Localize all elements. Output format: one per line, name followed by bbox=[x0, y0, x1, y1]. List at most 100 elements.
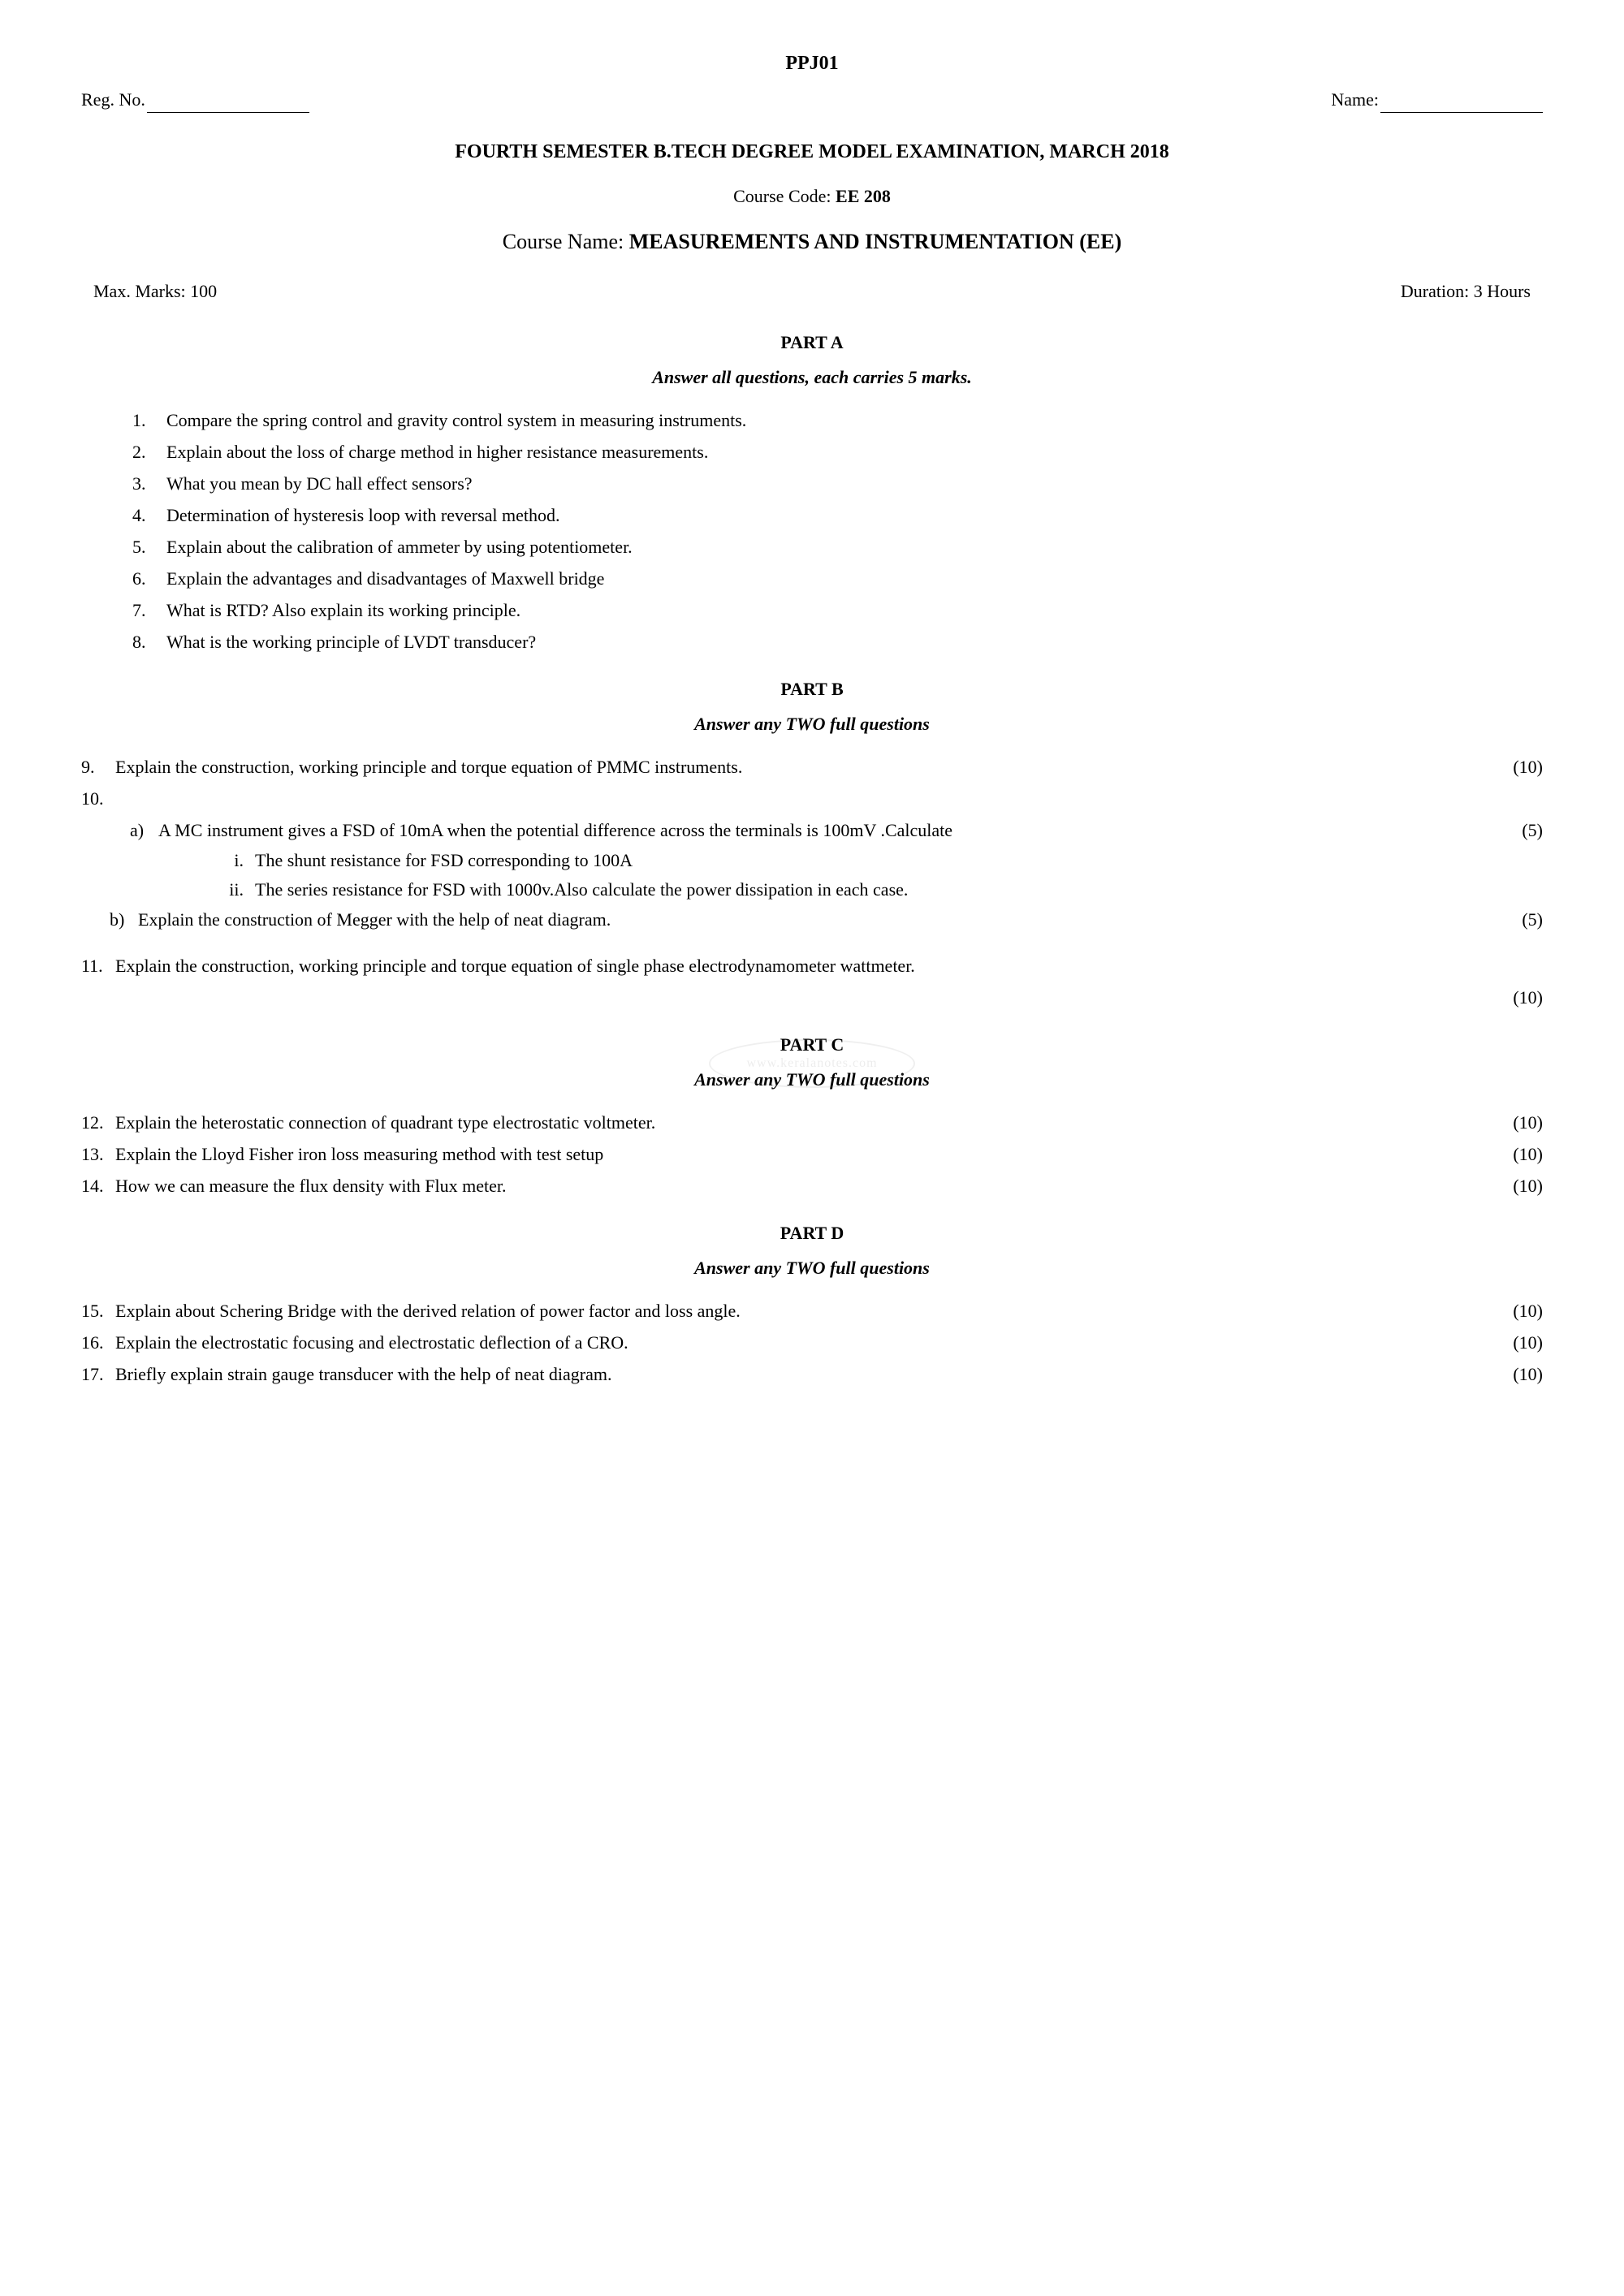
reg-no-field: Reg. No. bbox=[81, 86, 309, 113]
q-marks: (10) bbox=[1513, 1109, 1543, 1136]
roman-text: The series resistance for FSD with 1000v… bbox=[255, 876, 908, 903]
question-11-marks-line: (10) bbox=[81, 984, 1543, 1011]
q-num: 5. bbox=[132, 533, 166, 560]
q-num: 4. bbox=[132, 502, 166, 529]
q-num: 17. bbox=[81, 1361, 115, 1388]
q-marks: (10) bbox=[1513, 753, 1543, 780]
question-1: 1. Compare the spring control and gravit… bbox=[126, 407, 1543, 434]
sub-text: A MC instrument gives a FSD of 10mA when… bbox=[158, 817, 1522, 844]
q-text: Compare the spring control and gravity c… bbox=[166, 407, 1543, 434]
header-row: Reg. No. Name: bbox=[81, 86, 1543, 113]
q-num: 3. bbox=[132, 470, 166, 497]
part-d-title: PART D bbox=[81, 1219, 1543, 1246]
q-num: 16. bbox=[81, 1329, 115, 1356]
part-c-title: PART C bbox=[81, 1031, 1543, 1058]
q-text: Explain the heterostatic connection of q… bbox=[115, 1109, 1513, 1136]
question-2: 2. Explain about the loss of charge meth… bbox=[126, 438, 1543, 465]
part-d-instruction: Answer any TWO full questions bbox=[81, 1254, 1543, 1281]
q-num: 11. bbox=[81, 952, 115, 979]
q-marks: (10) bbox=[1513, 984, 1543, 1011]
question-7: 7. What is RTD? Also explain its working… bbox=[126, 597, 1543, 624]
sub-text: Explain the construction of Megger with … bbox=[138, 906, 1522, 933]
q-num: 9. bbox=[81, 753, 115, 780]
question-10-sub: a) A MC instrument gives a FSD of 10mA w… bbox=[130, 817, 1543, 933]
course-code-value: EE 208 bbox=[836, 186, 891, 206]
q-marks: (10) bbox=[1513, 1329, 1543, 1356]
question-17: 17. Briefly explain strain gauge transdu… bbox=[81, 1361, 1543, 1388]
q-text: What is the working principle of LVDT tr… bbox=[166, 628, 1543, 655]
sub-label: a) bbox=[130, 817, 158, 844]
name-label: Name: bbox=[1331, 89, 1379, 110]
part-b-instruction: Answer any TWO full questions bbox=[81, 710, 1543, 737]
question-9: 9. Explain the construction, working pri… bbox=[81, 753, 1543, 780]
q10-a: a) A MC instrument gives a FSD of 10mA w… bbox=[130, 817, 1543, 844]
sub-label: b) bbox=[110, 906, 138, 933]
question-11: 11. Explain the construction, working pr… bbox=[81, 952, 1543, 979]
q10-a-i: i. The shunt resistance for FSD correspo… bbox=[211, 847, 1543, 874]
paper-code: PPJ01 bbox=[81, 49, 1543, 78]
q-num: 13. bbox=[81, 1141, 115, 1167]
q10-a-roman: i. The shunt resistance for FSD correspo… bbox=[211, 847, 1543, 903]
part-a-title: PART A bbox=[81, 329, 1543, 356]
course-name-label: Course Name: bbox=[503, 230, 629, 253]
q-marks: (10) bbox=[1513, 1361, 1543, 1388]
question-14: 14. How we can measure the flux density … bbox=[81, 1172, 1543, 1199]
question-10: 10. bbox=[81, 785, 1543, 812]
meta-row: Max. Marks: 100 Duration: 3 Hours bbox=[93, 278, 1531, 304]
roman-text: The shunt resistance for FSD correspondi… bbox=[255, 847, 633, 874]
course-name-value: MEASUREMENTS AND INSTRUMENTATION (EE) bbox=[629, 230, 1122, 253]
q-text: Explain the construction, working princi… bbox=[115, 952, 1543, 979]
q-marks: (10) bbox=[1513, 1297, 1543, 1324]
reg-no-label: Reg. No. bbox=[81, 89, 145, 110]
question-4: 4. Determination of hysteresis loop with… bbox=[126, 502, 1543, 529]
duration: Duration: 3 Hours bbox=[1401, 278, 1531, 304]
question-13: 13. Explain the Lloyd Fisher iron loss m… bbox=[81, 1141, 1543, 1167]
q10-b: b) Explain the construction of Megger wi… bbox=[110, 906, 1543, 933]
q-num: 15. bbox=[81, 1297, 115, 1324]
q10-a-ii: ii. The series resistance for FSD with 1… bbox=[211, 876, 1543, 903]
question-5: 5. Explain about the calibration of amme… bbox=[126, 533, 1543, 560]
q-marks: (10) bbox=[1513, 1141, 1543, 1167]
q-text: What you mean by DC hall effect sensors? bbox=[166, 470, 1543, 497]
exam-title: FOURTH SEMESTER B.TECH DEGREE MODEL EXAM… bbox=[81, 137, 1543, 166]
q-num: 14. bbox=[81, 1172, 115, 1199]
roman-label: i. bbox=[211, 847, 255, 874]
question-8: 8. What is the working principle of LVDT… bbox=[126, 628, 1543, 655]
q-text: Explain the Lloyd Fisher iron loss measu… bbox=[115, 1141, 1513, 1167]
max-marks: Max. Marks: 100 bbox=[93, 278, 217, 304]
name-blank bbox=[1380, 112, 1543, 113]
course-name-line: Course Name: MEASUREMENTS AND INSTRUMENT… bbox=[81, 226, 1543, 257]
q-text: Explain the advantages and disadvantages… bbox=[166, 565, 1543, 592]
course-code-label: Course Code: bbox=[733, 186, 836, 206]
reg-no-blank bbox=[147, 112, 309, 113]
q-marks: (10) bbox=[1513, 1172, 1543, 1199]
q-text: Explain the electrostatic focusing and e… bbox=[115, 1329, 1513, 1356]
part-d-questions: 15. Explain about Schering Bridge with t… bbox=[81, 1297, 1543, 1388]
q-num: 7. bbox=[132, 597, 166, 624]
question-16: 16. Explain the electrostatic focusing a… bbox=[81, 1329, 1543, 1356]
part-b-title: PART B bbox=[81, 675, 1543, 702]
course-code-line: Course Code: EE 208 bbox=[81, 183, 1543, 209]
q-text: Explain the construction, working princi… bbox=[115, 753, 1513, 780]
q-num: 12. bbox=[81, 1109, 115, 1136]
sub-marks: (5) bbox=[1522, 906, 1543, 933]
roman-label: ii. bbox=[211, 876, 255, 903]
part-a-instruction: Answer all questions, each carries 5 mar… bbox=[81, 364, 1543, 391]
part-c-instruction: Answer any TWO full questions bbox=[81, 1066, 1543, 1093]
q-text: Determination of hysteresis loop with re… bbox=[166, 502, 1543, 529]
q-num: 1. bbox=[132, 407, 166, 434]
q-num: 2. bbox=[132, 438, 166, 465]
q-num: 10. bbox=[81, 785, 115, 812]
q-text: How we can measure the flux density with… bbox=[115, 1172, 1513, 1199]
part-c-questions: 12. Explain the heterostatic connection … bbox=[81, 1109, 1543, 1199]
part-b-questions: 9. Explain the construction, working pri… bbox=[81, 753, 1543, 1011]
q-num: 8. bbox=[132, 628, 166, 655]
sub-marks: (5) bbox=[1522, 817, 1543, 844]
part-a-list: 1. Compare the spring control and gravit… bbox=[81, 407, 1543, 655]
question-12: 12. Explain the heterostatic connection … bbox=[81, 1109, 1543, 1136]
q-text: Explain about the calibration of ammeter… bbox=[166, 533, 1543, 560]
q-text: Explain about Schering Bridge with the d… bbox=[115, 1297, 1513, 1324]
q-num: 6. bbox=[132, 565, 166, 592]
q-text: What is RTD? Also explain its working pr… bbox=[166, 597, 1543, 624]
q-text: Briefly explain strain gauge transducer … bbox=[115, 1361, 1513, 1388]
